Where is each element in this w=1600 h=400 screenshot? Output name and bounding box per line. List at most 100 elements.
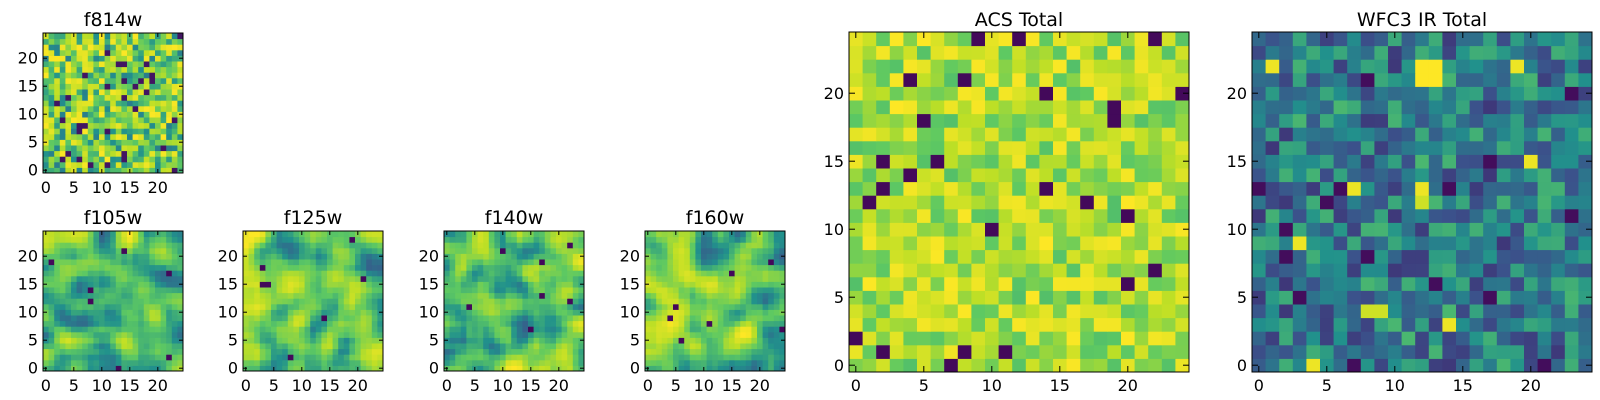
heatmap-cell [82,117,89,124]
heatmap-cell [971,113,986,128]
heatmap-cell [1080,72,1095,87]
heatmap-cell [1564,222,1579,237]
heatmap-cell [104,303,111,310]
heatmap-cell [121,348,128,355]
heatmap-cell [1469,32,1484,47]
heatmap-cell [82,100,89,107]
heatmap-cell [59,55,66,62]
heatmap-cell [265,236,272,243]
heatmap-cell [349,281,356,288]
heatmap-cell [271,298,278,305]
heatmap-cell [706,337,713,344]
heatmap-cell [127,111,134,118]
heatmap-cell [1578,304,1593,319]
heatmap-cell [115,292,122,299]
heatmap-cell [572,309,579,316]
heatmap-cell [287,348,294,355]
heatmap-cell [121,66,128,73]
heatmap-cell [1306,32,1321,47]
heatmap-cell [1279,276,1294,291]
heatmap-cell [48,77,55,84]
heatmap-cell [115,365,122,372]
heatmap-cell [684,275,691,282]
heatmap-cell [171,242,178,249]
heatmap-cell [121,331,128,338]
heatmap-cell [1374,236,1389,251]
heatmap-cell [59,133,66,140]
heatmap-cell [723,348,730,355]
heatmap-cell [1551,222,1566,237]
heatmap-cell [243,326,250,333]
heatmap-cell [1053,154,1068,169]
heatmap-cell [287,309,294,316]
heatmap-cell [282,281,289,288]
heatmap-cell [773,348,780,355]
heatmap-cell [177,270,184,277]
heatmap-cell [740,331,747,338]
heatmap-cell [115,66,122,73]
heatmap-cell [695,331,702,338]
heatmap-cell [578,331,585,338]
heatmap-cell [528,247,535,254]
heatmap-cell [522,253,529,260]
heatmap-cell [1039,344,1054,359]
heatmap-cell [155,133,162,140]
heatmap-cell [533,270,540,277]
heatmap-cell [299,275,306,282]
heatmap-cell [494,247,501,254]
heatmap-cell [472,298,479,305]
heatmap-cell [265,303,272,310]
heatmap-cell [110,89,117,96]
heatmap-cell [310,298,317,305]
heatmap-cell [171,247,178,254]
heatmap-cell [132,133,139,140]
heatmap-cell [985,140,1000,155]
heatmap-cell [751,242,758,249]
heatmap-cell [779,298,786,305]
heatmap-cell [1510,317,1525,332]
heatmap-cell [667,331,674,338]
heatmap-cell [455,236,462,243]
heatmap-cell [522,326,529,333]
heatmap-cell [360,348,367,355]
heatmap-cell [762,359,769,366]
heatmap-cell [282,315,289,322]
heatmap-cell [522,343,529,350]
heatmap-cell [1469,276,1484,291]
heatmap-cell [740,253,747,260]
heatmap-cell [751,236,758,243]
heatmap-cell [561,354,568,361]
heatmap-cell [1148,140,1163,155]
heatmap-cell [516,354,523,361]
heatmap-cell [371,343,378,350]
heatmap-cell [678,292,685,299]
heatmap-cell [115,337,122,344]
heatmap-cell [1025,249,1040,264]
heatmap-cell [1578,100,1593,115]
heatmap-cell [338,292,345,299]
heatmap-cell [110,156,117,163]
heatmap-cell [282,331,289,338]
heatmap-cell [768,281,775,288]
heatmap-cell [556,253,563,260]
heatmap-cell [1578,236,1593,251]
heatmap-cell [127,161,134,168]
heatmap-cell [115,156,122,163]
heatmap-cell [48,275,55,282]
heatmap-cell [71,117,78,124]
heatmap-cell [48,326,55,333]
heatmap-cell [177,343,184,350]
heatmap-cell [276,326,283,333]
heatmap-cell [444,264,451,271]
heatmap-cell [149,49,156,56]
heatmap-cell [338,354,345,361]
heatmap-cell [1456,140,1471,155]
heatmap-cell [522,354,529,361]
heatmap-cell [862,249,877,264]
heatmap-cell [745,320,752,327]
heatmap-cell [115,161,122,168]
heatmap-cell [762,253,769,260]
heatmap-cell [360,359,367,366]
heatmap-cell [673,242,680,249]
heatmap-cell [343,231,350,238]
